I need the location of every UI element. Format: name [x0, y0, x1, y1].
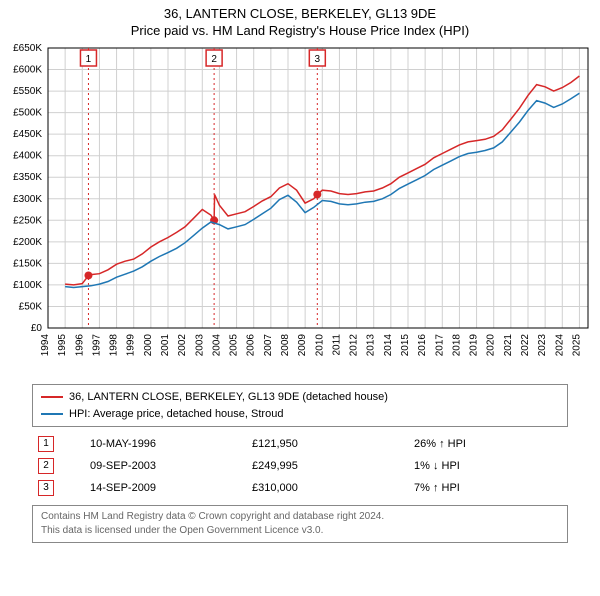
- event-badge: 3: [315, 54, 321, 65]
- event-delta: 1% ↓ HPI: [408, 455, 568, 477]
- x-tick-label: 1994: [40, 334, 51, 357]
- license-line-1: Contains HM Land Registry data © Crown c…: [41, 510, 559, 524]
- legend-swatch: [41, 396, 63, 398]
- license-box: Contains HM Land Registry data © Crown c…: [32, 505, 568, 543]
- x-tick-label: 2003: [194, 334, 205, 357]
- event-badge: 1: [86, 54, 92, 65]
- x-tick-label: 2004: [211, 334, 222, 357]
- x-tick-label: 2023: [537, 334, 548, 357]
- x-tick-label: 2015: [400, 334, 411, 357]
- y-tick-label: £0: [31, 323, 43, 334]
- x-tick-label: 1996: [74, 334, 85, 357]
- events-table: 1 10-MAY-1996£121,95026% ↑ HPI 2 09-SEP-200…: [32, 433, 568, 499]
- x-tick-label: 2021: [503, 334, 514, 357]
- x-tick-label: 2025: [571, 334, 582, 357]
- x-tick-label: 2016: [417, 334, 428, 357]
- event-row: 3 14-SEP-2009£310,0007% ↑ HPI: [32, 477, 568, 499]
- title-line-2: Price paid vs. HM Land Registry's House …: [0, 23, 600, 38]
- x-tick-label: 2024: [554, 334, 565, 357]
- x-tick-label: 2012: [349, 334, 360, 357]
- y-tick-label: £400K: [13, 151, 42, 162]
- event-delta: 26% ↑ HPI: [408, 433, 568, 455]
- event-badge: 1: [38, 436, 54, 452]
- x-tick-label: 1998: [109, 334, 120, 357]
- event-badge: 2: [38, 458, 54, 474]
- legend-box: 36, LANTERN CLOSE, BERKELEY, GL13 9DE (d…: [32, 384, 568, 427]
- event-delta: 7% ↑ HPI: [408, 477, 568, 499]
- event-row: 2 09-SEP-2003£249,9951% ↓ HPI: [32, 455, 568, 477]
- x-tick-label: 1997: [91, 334, 102, 357]
- x-tick-label: 2005: [229, 334, 240, 357]
- legend-swatch: [41, 413, 63, 415]
- x-tick-label: 2001: [160, 334, 171, 357]
- event-date: 10-MAY-1996: [84, 433, 246, 455]
- event-badge: 3: [38, 480, 54, 496]
- x-tick-label: 2007: [263, 334, 274, 357]
- x-tick-label: 2002: [177, 334, 188, 357]
- y-tick-label: £300K: [13, 194, 42, 205]
- x-tick-label: 2013: [366, 334, 377, 357]
- x-tick-label: 2020: [486, 334, 497, 357]
- event-row: 1 10-MAY-1996£121,95026% ↑ HPI: [32, 433, 568, 455]
- x-tick-label: 2006: [246, 334, 257, 357]
- event-price: £249,995: [246, 455, 408, 477]
- x-tick-label: 2008: [280, 334, 291, 357]
- y-tick-label: £350K: [13, 172, 42, 183]
- y-tick-label: £100K: [13, 280, 42, 291]
- chart-svg: £0 £50K £100K £150K £200K £250K £300K £350K £400…: [0, 38, 600, 378]
- x-tick-label: 1995: [57, 334, 68, 357]
- legend-item: 36, LANTERN CLOSE, BERKELEY, GL13 9DE (d…: [41, 389, 559, 406]
- title-line-1: 36, LANTERN CLOSE, BERKELEY, GL13 9DE: [0, 6, 600, 21]
- y-tick-label: £250K: [13, 215, 42, 226]
- license-line-2: This data is licensed under the Open Gov…: [41, 524, 559, 538]
- x-tick-label: 2010: [314, 334, 325, 357]
- y-tick-label: £650K: [13, 43, 42, 54]
- x-tick-label: 2017: [434, 334, 445, 357]
- y-tick-label: £550K: [13, 86, 42, 97]
- x-tick-label: 2014: [383, 334, 394, 357]
- legend-item: HPI: Average price, detached house, Stro…: [41, 406, 559, 423]
- x-tick-label: 1999: [126, 334, 137, 357]
- event-price: £121,950: [246, 433, 408, 455]
- y-tick-label: £150K: [13, 258, 42, 269]
- chart-area: £0 £50K £100K £150K £200K £250K £300K £350K £400…: [0, 38, 600, 378]
- y-tick-label: £450K: [13, 129, 42, 140]
- x-tick-label: 2009: [297, 334, 308, 357]
- x-tick-label: 2022: [520, 334, 531, 357]
- x-tick-label: 2000: [143, 334, 154, 357]
- event-price: £310,000: [246, 477, 408, 499]
- event-date: 14-SEP-2009: [84, 477, 246, 499]
- y-tick-label: £500K: [13, 108, 42, 119]
- event-badge: 2: [211, 54, 217, 65]
- legend-label: HPI: Average price, detached house, Stro…: [69, 406, 283, 423]
- y-tick-label: £200K: [13, 237, 42, 248]
- x-tick-label: 2019: [469, 334, 480, 357]
- x-tick-label: 2011: [331, 334, 342, 356]
- event-date: 09-SEP-2003: [84, 455, 246, 477]
- y-tick-label: £600K: [13, 65, 42, 76]
- legend-label: 36, LANTERN CLOSE, BERKELEY, GL13 9DE (d…: [69, 389, 388, 406]
- x-tick-label: 2018: [451, 334, 462, 357]
- y-tick-label: £50K: [19, 301, 43, 312]
